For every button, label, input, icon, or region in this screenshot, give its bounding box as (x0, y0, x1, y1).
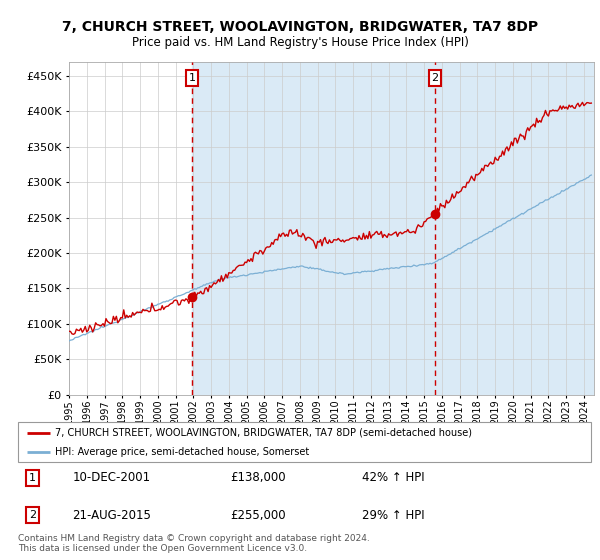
Text: 2: 2 (431, 73, 439, 83)
Text: Price paid vs. HM Land Registry's House Price Index (HPI): Price paid vs. HM Land Registry's House … (131, 36, 469, 49)
Text: 21-AUG-2015: 21-AUG-2015 (73, 508, 151, 521)
Text: 29% ↑ HPI: 29% ↑ HPI (362, 508, 424, 521)
Text: Contains HM Land Registry data © Crown copyright and database right 2024.
This d: Contains HM Land Registry data © Crown c… (18, 534, 370, 553)
Text: 1: 1 (188, 73, 196, 83)
Text: HPI: Average price, semi-detached house, Somerset: HPI: Average price, semi-detached house,… (55, 447, 310, 457)
Bar (192, 62, 600, 395)
Text: 42% ↑ HPI: 42% ↑ HPI (362, 471, 424, 484)
Text: 7, CHURCH STREET, WOOLAVINGTON, BRIDGWATER, TA7 8DP: 7, CHURCH STREET, WOOLAVINGTON, BRIDGWAT… (62, 20, 538, 34)
Text: £255,000: £255,000 (230, 508, 286, 521)
Text: 1: 1 (29, 473, 36, 483)
Text: 10-DEC-2001: 10-DEC-2001 (73, 471, 151, 484)
Text: 7, CHURCH STREET, WOOLAVINGTON, BRIDGWATER, TA7 8DP (semi-detached house): 7, CHURCH STREET, WOOLAVINGTON, BRIDGWAT… (55, 428, 472, 438)
FancyBboxPatch shape (18, 422, 591, 462)
Text: 2: 2 (29, 510, 36, 520)
Text: £138,000: £138,000 (230, 471, 286, 484)
